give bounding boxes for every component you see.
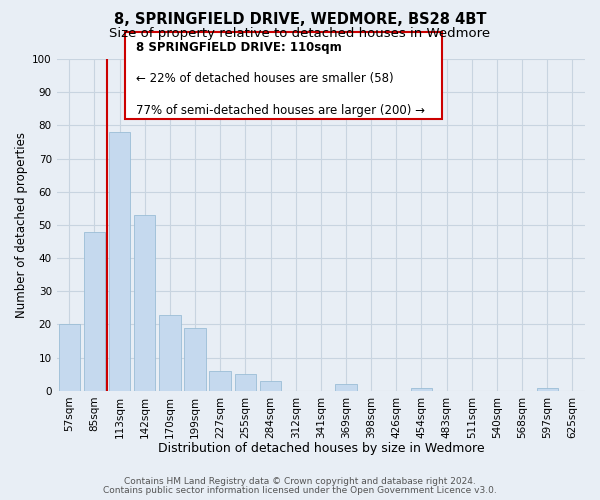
Text: 77% of semi-detached houses are larger (200) →: 77% of semi-detached houses are larger (… (136, 104, 425, 117)
Bar (134, 215, 155, 391)
Bar (209, 371, 231, 391)
X-axis label: Distribution of detached houses by size in Wedmore: Distribution of detached houses by size … (158, 442, 484, 455)
Text: 8 SPRINGFIELD DRIVE: 110sqm: 8 SPRINGFIELD DRIVE: 110sqm (136, 40, 341, 54)
Bar (83, 232, 105, 391)
Y-axis label: Number of detached properties: Number of detached properties (15, 132, 28, 318)
Bar (109, 132, 130, 391)
FancyBboxPatch shape (125, 32, 442, 118)
Bar (159, 314, 181, 391)
Bar (184, 328, 206, 391)
Text: Contains HM Land Registry data © Crown copyright and database right 2024.: Contains HM Land Registry data © Crown c… (124, 477, 476, 486)
Text: Size of property relative to detached houses in Wedmore: Size of property relative to detached ho… (109, 28, 491, 40)
Bar (536, 388, 558, 391)
Text: 8, SPRINGFIELD DRIVE, WEDMORE, BS28 4BT: 8, SPRINGFIELD DRIVE, WEDMORE, BS28 4BT (114, 12, 486, 28)
Bar (411, 388, 432, 391)
Text: ← 22% of detached houses are smaller (58): ← 22% of detached houses are smaller (58… (136, 72, 394, 86)
Text: Contains public sector information licensed under the Open Government Licence v3: Contains public sector information licen… (103, 486, 497, 495)
Bar (235, 374, 256, 391)
Bar (59, 324, 80, 391)
Bar (260, 381, 281, 391)
Bar (335, 384, 356, 391)
